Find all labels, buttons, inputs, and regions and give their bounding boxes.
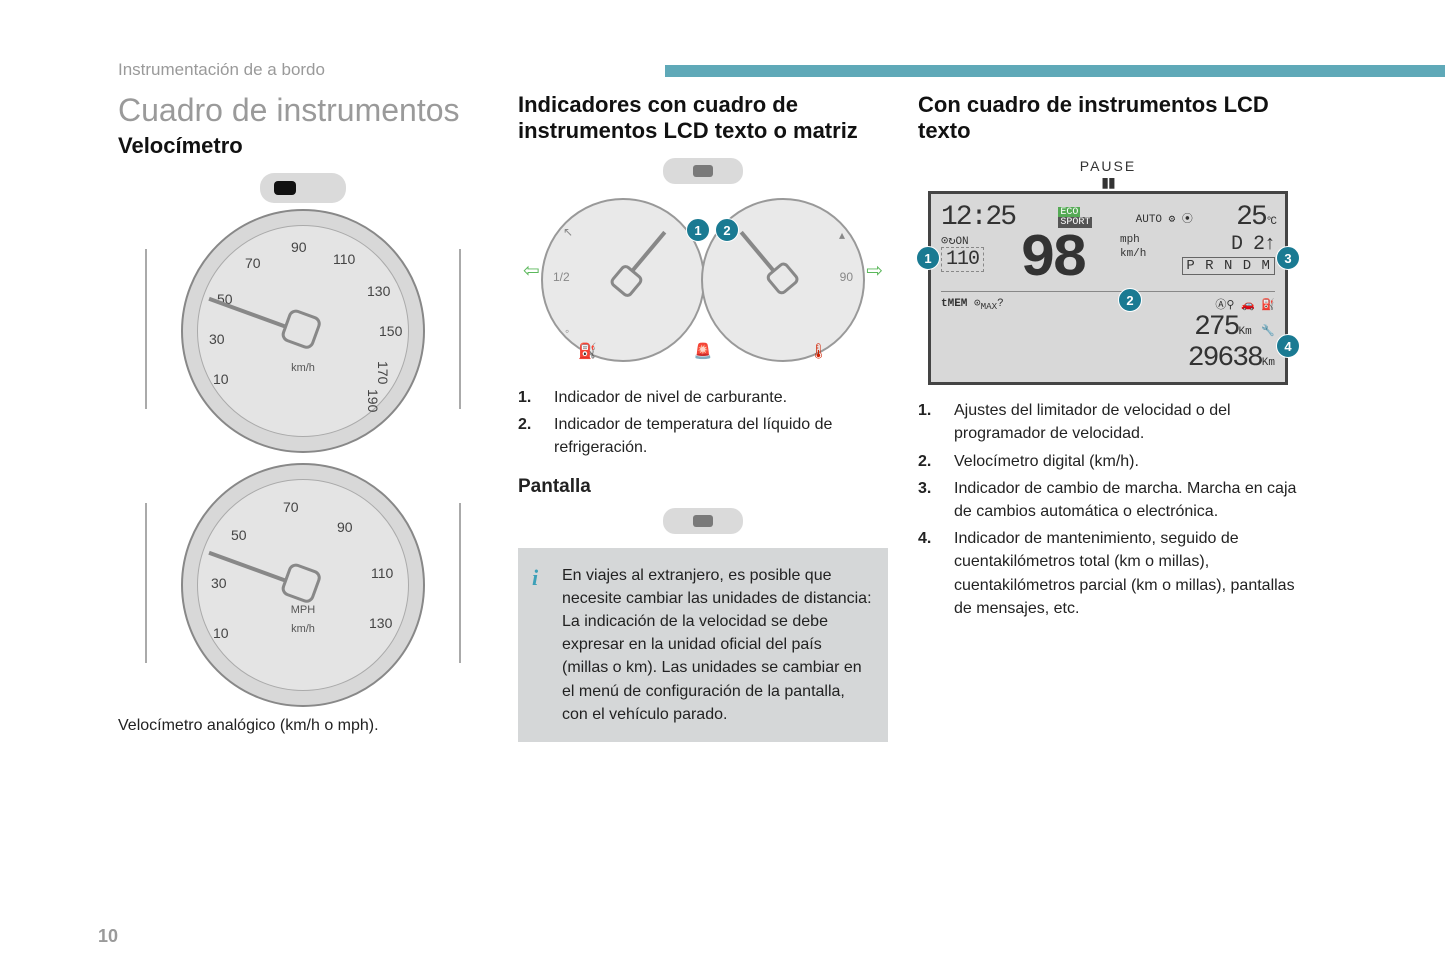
speedometer-kmh: 10 30 50 70 90 110 130 150 170 190 km/h [163, 173, 443, 453]
column-2: Indicadores con cuadro de instrumentos L… [518, 92, 888, 745]
pod-icon [663, 158, 743, 184]
tick-130: 130 [367, 283, 390, 299]
breadcrumb: Instrumentación de a bordo [118, 60, 325, 80]
t: 10 [213, 625, 229, 641]
cruise-icon: ⊙↻ [941, 234, 955, 248]
fuel-min-icon: ◦ [565, 324, 569, 338]
t: 70 [283, 499, 299, 515]
tick-90: 90 [291, 239, 307, 255]
callout-1: 1 [916, 246, 940, 270]
lcd-tmem: tMEM [941, 298, 967, 310]
main-title: Cuadro de instrumentos [118, 92, 488, 129]
callout-2: 2 [715, 218, 739, 242]
list-item: Indicador de nivel de carburante. [518, 386, 888, 409]
callout-3: 3 [1276, 246, 1300, 270]
list-item: Indicador de mantenimiento, seguido de c… [918, 527, 1298, 620]
column-1: Cuadro de instrumentos Velocímetro 10 30… [118, 92, 488, 745]
tick-30: 30 [209, 331, 225, 347]
tick-110: 110 [333, 251, 355, 267]
lcd-speed: 98 [1020, 233, 1084, 287]
turn-right-icon: ⇨ [866, 258, 883, 283]
tick-150: 150 [379, 323, 402, 339]
list-indicators: Indicador de nivel de carburante. Indica… [518, 386, 888, 460]
pod-icon [260, 173, 346, 203]
t: 90 [337, 519, 353, 535]
temp-max-icon: ▴ [839, 228, 845, 242]
tick-190: 190 [365, 389, 381, 412]
speedometer-mph: 10 30 50 70 90 110 130 MPH km/h [163, 463, 443, 707]
decor-line [145, 503, 147, 663]
lcd-display: PAUSE▮▮ 12:25 ECO SPORT AUTO ⚙ ⦿ 25°C ⊙↻… [928, 158, 1288, 385]
tick-70: 70 [245, 255, 261, 271]
list-lcd: Ajustes del limitador de velocidad o del… [918, 399, 1298, 620]
needle-icon [208, 297, 303, 335]
list-item: Ajustes del limitador de velocidad o del… [918, 399, 1298, 445]
pause-label: PAUSE▮▮ [928, 158, 1288, 191]
h3-pantalla: Pantalla [518, 476, 888, 498]
auto-wipe-icon: AUTO ⚙ ⦿ [1136, 210, 1193, 226]
list-item: Indicador de temperatura del líquido de … [518, 413, 888, 459]
callout-1: 1 [686, 218, 710, 242]
h2-indicadores: Indicadores con cuadro de instrumentos L… [518, 92, 888, 144]
service-icons: Ⓐ⚲ 🚗 ⛽ [1215, 296, 1275, 312]
wrench-icon: 🔧 [1261, 326, 1275, 338]
seatbelt-icon: 🚨 [694, 342, 713, 360]
dial-mph: 10 30 50 70 90 110 130 MPH km/h [181, 463, 425, 707]
lcd-gearbox: P R N D M [1182, 257, 1275, 275]
tick-10: 10 [213, 371, 229, 387]
decor-line [145, 249, 147, 409]
t: 130 [369, 615, 392, 631]
tick-170: 170 [375, 361, 391, 384]
column-3: Con cuadro de instrumentos LCD texto PAU… [918, 92, 1298, 745]
page-number: 10 [98, 926, 118, 947]
lcd-temp: 25 [1236, 202, 1266, 233]
fuel-gauge: ↖ 1/2 ◦ [541, 198, 705, 362]
h2-lcd: Con cuadro de instrumentos LCD texto [918, 92, 1298, 144]
unit-mph: MPH [291, 604, 315, 616]
unit-kmh: km/h [1120, 248, 1146, 260]
turn-left-icon: ⇦ [523, 258, 540, 283]
caption-analog: Velocímetro analógico (km/h o mph). [118, 717, 488, 735]
fuel-low-icon: ⛽ [578, 342, 597, 360]
lcd-odo: 29638 [1188, 343, 1262, 374]
unit-mph: mph [1120, 234, 1140, 246]
coolant-icon: 🌡 [809, 342, 828, 360]
info-text: En viajes al extranjero, es posible que … [562, 567, 872, 723]
t: 50 [231, 527, 247, 543]
lcd-cruise-set: 110 [941, 247, 984, 272]
list-item: Indicador de cambio de marcha. Marcha en… [918, 477, 1298, 523]
header-accent-bar [665, 65, 1445, 77]
unit-kmh2: km/h [291, 623, 315, 635]
pod-illustration [518, 508, 888, 534]
fuel-temp-gauges: ⇦ ⇨ ↖ 1/2 ◦ ▴ 90 1 2 ⛽ 🚨 🌡 [523, 158, 883, 378]
t: 30 [211, 575, 227, 591]
unit-kmh: km/h [291, 362, 315, 374]
list-item: Velocímetro digital (km/h). [918, 450, 1298, 473]
dial-kmh: 10 30 50 70 90 110 130 150 170 190 km/h [181, 209, 425, 453]
label-90: 90 [840, 270, 853, 284]
info-note: En viajes al extranjero, es posible que … [518, 548, 888, 742]
t: 110 [371, 565, 393, 581]
eco-badge: ECO [1058, 207, 1080, 218]
decor-line [459, 249, 461, 409]
callout-4: 4 [1276, 334, 1300, 358]
lcd-time: 12:25 [941, 202, 1015, 233]
decor-line [459, 503, 461, 663]
lcd-gear-ind: D 2↑ [1231, 233, 1275, 256]
callout-2: 2 [1118, 288, 1142, 312]
label-half: 1/2 [553, 270, 570, 284]
h2-velocimetro: Velocímetro [118, 133, 488, 159]
lcd-trip: 275 [1194, 312, 1238, 343]
